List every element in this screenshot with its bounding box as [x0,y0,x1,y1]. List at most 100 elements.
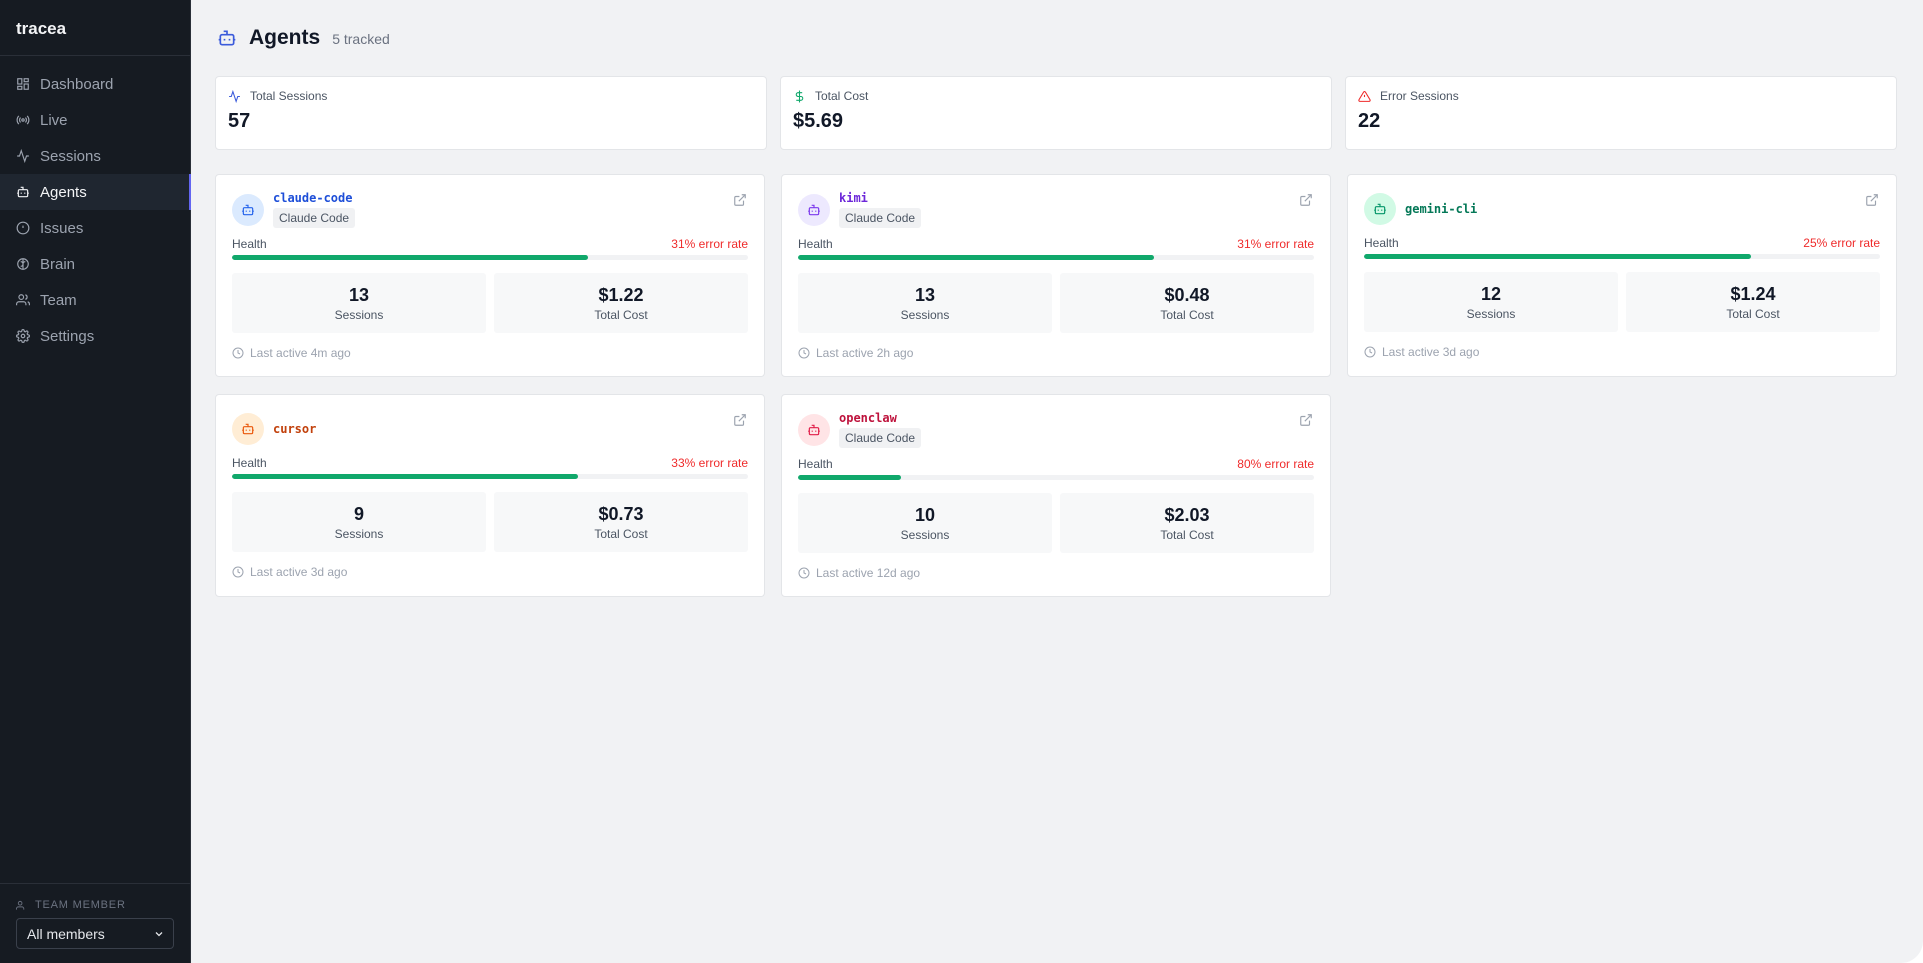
error-rate: 80% error rate [1237,457,1314,471]
error-rate: 31% error rate [671,237,748,251]
health-bar-fill [1364,254,1751,259]
sessions-metric: 13 Sessions [232,273,486,333]
stat-value: $5.69 [793,110,844,132]
agent-card-kimi[interactable]: kimi Claude Code Health 31% error rate 1… [781,174,1331,377]
health-bar-fill [232,255,589,260]
agent-type-badge: Claude Code [839,428,922,448]
health-bar-fill [798,255,1155,260]
agent-card-gemini-cli[interactable]: gemini-cli Health 25% error rate 12 Sess… [1347,174,1897,377]
stats-row: Total Sessions 57 Total Cost $5.69 Error… [215,76,1899,150]
clock-icon [232,566,244,578]
sessions-metric: 12 Sessions [1364,272,1618,332]
sidebar-item-live[interactable]: Live [0,102,190,138]
health-row: Health 31% error rate [798,237,1314,251]
sidebar-item-label: Dashboard [40,75,114,93]
sessions-label: Sessions [1466,306,1516,321]
team-member-select[interactable]: All members [16,918,174,949]
sessions-value: 12 [1480,283,1502,304]
sidebar-nav: Dashboard Live Sessions Agents [0,56,191,354]
external-link-icon[interactable] [1865,193,1879,207]
stat-label: Total Sessions [250,89,328,103]
agent-card-cursor[interactable]: cursor Health 33% error rate 9 Sessions … [215,394,765,597]
agent-name[interactable]: kimi [839,191,868,205]
dollar-icon [795,90,804,102]
external-link-icon[interactable] [733,413,747,427]
sessions-value: 13 [348,284,370,305]
activity-icon [229,89,240,103]
dashboard-icon [16,77,30,91]
sidebar-item-label: Sessions [40,147,101,165]
health-bar-fill [798,475,902,480]
bot-icon [242,423,254,435]
last-active: Last active 3d ago [1364,345,1880,359]
cost-value: $2.03 [1164,504,1210,525]
sidebar-item-brain[interactable]: Brain [0,246,190,282]
health-label: Health [798,457,833,471]
agent-cards-grid: claude-code Claude Code Health 31% error… [215,174,1899,597]
cost-label: Total Cost [594,526,648,541]
external-link-icon[interactable] [1299,413,1313,427]
agent-avatar [1364,193,1396,225]
sidebar-item-settings[interactable]: Settings [0,318,190,354]
health-label: Health [798,237,833,251]
sidebar-item-sessions[interactable]: Sessions [0,138,190,174]
alert-circle-icon [16,221,30,235]
cost-label: Total Cost [594,307,648,322]
health-bar-fill [232,474,578,479]
last-active-text: Last active 2h ago [816,346,914,360]
brand-logo[interactable]: tracea [0,0,190,56]
last-active: Last active 2h ago [798,346,1314,360]
external-link-icon[interactable] [733,193,747,207]
cost-metric: $1.24 Total Cost [1626,272,1880,332]
sessions-metric: 13 Sessions [798,273,1052,333]
agent-name[interactable]: cursor [273,422,317,436]
last-active-text: Last active 4m ago [250,346,351,360]
last-active-text: Last active 3d ago [1382,345,1480,359]
stat-label: Total Cost [815,89,869,103]
health-bar [232,255,748,260]
agent-card-openclaw[interactable]: openclaw Claude Code Health 80% error ra… [781,394,1331,597]
agent-avatar [232,193,264,226]
bot-icon [1374,203,1386,215]
agent-metrics: 9 Sessions $0.73 Total Cost [232,492,748,552]
agent-name[interactable]: openclaw [839,411,897,425]
warning-icon [1358,90,1371,102]
agent-type-badge: Claude Code [839,208,922,228]
external-link-icon[interactable] [1299,193,1313,207]
sessions-label: Sessions [900,307,950,322]
cost-label: Total Cost [1160,527,1214,542]
sessions-metric: 9 Sessions [232,492,486,552]
sidebar-item-team[interactable]: Team [0,282,190,318]
stat-card-total-sessions: Total Sessions 57 [215,76,767,150]
last-active-text: Last active 3d ago [250,565,348,579]
radio-icon [16,113,30,127]
bot-icon [808,204,820,215]
agent-metrics: 12 Sessions $1.24 Total Cost [1364,272,1880,332]
tracked-count: 5 tracked [332,31,390,47]
sidebar-item-agents[interactable]: Agents [0,174,191,210]
clock-icon [798,567,810,579]
stat-card-error-sessions: Error Sessions 22 [1345,76,1897,150]
cost-value: $0.48 [1164,284,1210,305]
agent-metrics: 13 Sessions $1.22 Total Cost [232,273,748,333]
cost-label: Total Cost [1726,306,1780,321]
brain-icon [16,257,30,271]
last-active: Last active 12d ago [798,566,1314,580]
sidebar-footer: TEAM MEMBER All members [0,883,190,963]
error-rate: 33% error rate [671,456,748,470]
main-content: Agents 5 tracked Total Sessions 57 Total… [191,0,1923,963]
agent-name[interactable]: gemini-cli [1405,202,1478,216]
sidebar-item-dashboard[interactable]: Dashboard [0,66,190,102]
last-active-text: Last active 12d ago [816,566,921,580]
agent-metrics: 13 Sessions $0.48 Total Cost [798,273,1314,333]
sessions-metric: 10 Sessions [798,493,1052,553]
agent-type-badge: Claude Code [273,208,356,228]
agent-card-claude-code[interactable]: claude-code Claude Code Health 31% error… [215,174,765,377]
cost-metric: $0.73 Total Cost [494,492,748,552]
health-label: Health [1364,236,1399,250]
clock-icon [798,347,810,359]
team-member-select-value: All members [27,925,105,942]
sidebar-item-issues[interactable]: Issues [0,210,190,246]
agent-name[interactable]: claude-code [273,191,353,205]
stat-card-total-cost: Total Cost $5.69 [780,76,1332,150]
